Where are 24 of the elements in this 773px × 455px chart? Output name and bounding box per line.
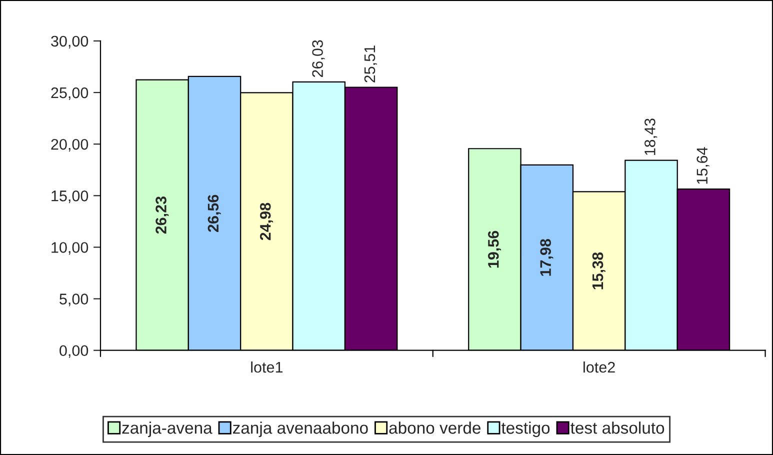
data-label: 19,56 — [488, 230, 502, 268]
data-label: 15,64 — [696, 147, 710, 184]
data-label: 25,51 — [364, 46, 377, 82]
data-label: 15,38 — [592, 252, 606, 290]
y-tick-label: 15,00 — [52, 190, 88, 204]
data-label: 26,23 — [156, 196, 169, 234]
data-label: 26,56 — [208, 194, 221, 232]
legend-label: zanja avenaabono — [233, 422, 368, 438]
legend-label: test absoluto — [570, 422, 664, 434]
y-tick-label: 30,00 — [51, 36, 88, 48]
x-tick-label: lote2 — [584, 361, 615, 373]
legend-label: abono verde — [389, 422, 480, 434]
y-tick-label: 20,00 — [51, 138, 88, 152]
legend-label: zanja-avena — [122, 422, 212, 438]
legend-label: testigo — [501, 422, 550, 438]
data-label: 17,98 — [540, 238, 554, 276]
y-tick-label: 25,00 — [51, 87, 88, 100]
y-tick-label: 5,00 — [60, 294, 88, 306]
y-tick-label: 10,00 — [52, 242, 88, 255]
x-tick-label: lote1 — [251, 361, 283, 373]
data-label: 18,43 — [644, 118, 658, 155]
data-label: 24,98 — [260, 202, 273, 240]
data-label: 26,03 — [312, 40, 325, 77]
y-tick-label: 0,00 — [60, 345, 88, 358]
